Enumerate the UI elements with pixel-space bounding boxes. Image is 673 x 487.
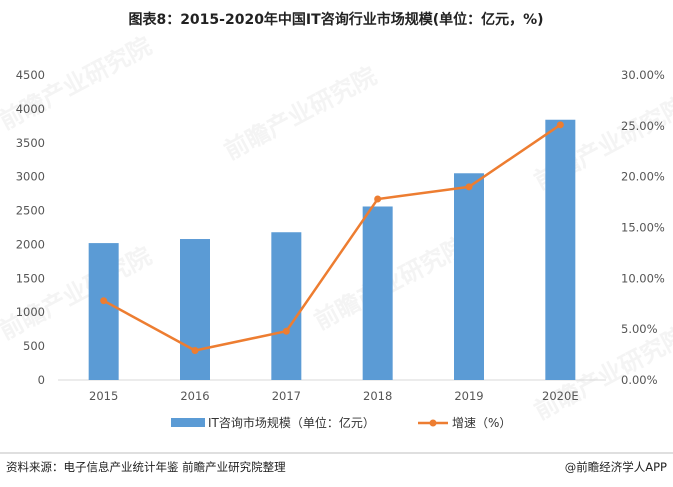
footer-brand: @前瞻经济学人APP bbox=[565, 460, 667, 474]
footer-source: 资料来源：电子信息产业统计年鉴 前瞻产业研究院整理 bbox=[6, 460, 286, 474]
legend: IT咨询市场规模（单位：亿元） 增速（%） bbox=[171, 415, 511, 430]
left-tick-label: 0 bbox=[38, 373, 45, 387]
line-point bbox=[100, 297, 108, 305]
x-tick-label: 2017 bbox=[272, 389, 301, 403]
right-tick-label: 30.00% bbox=[621, 68, 665, 82]
x-tick-label: 2016 bbox=[180, 389, 209, 403]
bar bbox=[545, 119, 576, 380]
left-tick-label: 3000 bbox=[16, 170, 45, 184]
x-tick-label: 2018 bbox=[363, 389, 392, 403]
line-point bbox=[465, 183, 473, 191]
bar bbox=[180, 239, 210, 380]
watermark-2: 前瞻产业研究院 bbox=[220, 62, 381, 166]
left-tick-label: 1000 bbox=[16, 305, 45, 319]
left-tick-label: 500 bbox=[23, 339, 45, 353]
right-tick-label: 10.00% bbox=[621, 271, 665, 285]
right-tick-label: 15.00% bbox=[621, 221, 665, 235]
right-tick-label: 5.00% bbox=[621, 322, 658, 336]
right-tick-label: 20.00% bbox=[621, 170, 665, 184]
right-axis-ticks: 0.00% 5.00% 10.00% 15.00% 20.00% 25.00% 30.00% bbox=[621, 68, 665, 387]
growth-line bbox=[103, 123, 562, 352]
x-axis-ticks: 2015 2016 2017 2018 2019 2020E bbox=[89, 389, 579, 403]
x-tick-label: 2020E bbox=[542, 389, 579, 403]
bar-series bbox=[88, 119, 576, 380]
left-tick-label: 2000 bbox=[16, 237, 45, 251]
right-tick-label: 0.00% bbox=[621, 373, 658, 387]
line-point bbox=[556, 121, 564, 129]
left-tick-label: 4000 bbox=[16, 102, 45, 116]
legend-swatch-bars bbox=[171, 418, 205, 427]
legend-label-line: 增速（%） bbox=[452, 416, 511, 430]
bar bbox=[362, 206, 393, 380]
watermark-4: 前瞻产业研究院 bbox=[0, 242, 156, 346]
left-tick-label: 3500 bbox=[16, 136, 45, 150]
left-tick-label: 4500 bbox=[16, 68, 45, 82]
chart-title: 图表8：2015-2020年中国IT咨询行业市场规模(单位：亿元，%) bbox=[128, 11, 543, 28]
legend-label-bars: IT咨询市场规模（单位：亿元） bbox=[208, 415, 375, 430]
bar bbox=[271, 232, 302, 380]
x-tick-label: 2015 bbox=[89, 389, 118, 403]
left-tick-label: 1500 bbox=[16, 271, 45, 285]
left-tick-label: 2500 bbox=[16, 204, 45, 218]
line-point bbox=[282, 327, 290, 335]
legend-marker-line bbox=[429, 419, 437, 427]
line-series bbox=[100, 121, 564, 355]
line-point bbox=[374, 195, 382, 203]
bar bbox=[88, 243, 119, 380]
right-tick-label: 25.00% bbox=[621, 119, 665, 133]
watermark-1: 前瞻产业研究院 bbox=[0, 32, 156, 136]
x-tick-label: 2019 bbox=[454, 389, 483, 403]
bar bbox=[454, 173, 484, 380]
left-axis-ticks: 0 500 1000 1500 2000 2500 3000 3500 4000 4500 bbox=[16, 68, 45, 387]
line-point bbox=[191, 347, 199, 355]
